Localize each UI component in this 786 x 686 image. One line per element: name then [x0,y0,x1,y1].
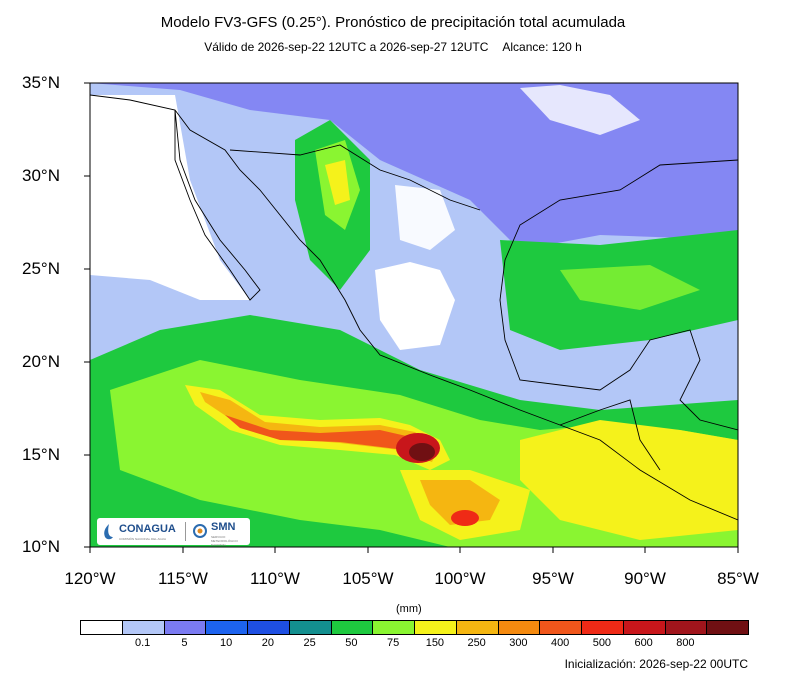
colorbar-swatch [539,620,582,635]
map-frame [89,82,739,548]
lon-label-85: 85°W [717,569,759,588]
colorbar-tick-label: 10 [220,637,233,649]
lat-label-30: 30°N [22,166,60,185]
colorbar-tick-label: 500 [592,637,612,649]
lon-label-115: 115°W [158,569,208,588]
colorbar-swatch [455,620,499,635]
precipitation-field [90,83,738,547]
lon-label-90: 90°W [624,569,666,588]
logo-divider [185,522,186,541]
baja-california [174,109,261,301]
colorbar-swatch [581,620,624,635]
colorbar-swatch [706,620,749,635]
logo-panel: CONAGUA COMISIÓN NACIONAL DEL AGUA SMN S… [97,518,250,547]
lat-label-25: 25°N [22,259,60,278]
lon-label-100: 100°W [434,569,486,588]
central-america-border [559,399,661,471]
colorbar-swatch [664,620,708,635]
field-yellow-central-america [520,420,738,540]
smn-logo-sub: SERVICIO METEOROLÓGICO NACIONAL [211,535,238,547]
colorbar-swatch [414,620,457,635]
colorbar-tick-label: 20 [261,637,274,649]
lat-label-20: 20°N [22,352,60,371]
colorbar-swatch [163,620,207,635]
lon-label-110: 110°W [250,569,300,588]
colorbar-swatch [80,620,123,635]
map-subtitle: Válido de 2026-sep-22 12UTC a 2026-sep-2… [0,40,786,54]
conagua-logo-icon [104,524,113,540]
colorbar-tick-label: 0.1 [134,637,151,649]
colorbar-tick-label: 75 [387,637,400,649]
colorbar-tick-label: 50 [345,637,358,649]
colorbar-tick-label: 25 [303,637,316,649]
colorbar-tick-label: 800 [676,637,695,649]
lon-label-120: 120°W [64,569,116,588]
lat-label-35: 35°N [22,73,60,92]
colorbar-swatch [330,620,374,635]
field-dry-texas [520,85,640,135]
colorbar-swatch [288,620,332,635]
field-red-offshore [451,510,479,526]
field-dry-north [395,185,455,250]
conagua-logo-text: CONAGUA [119,523,176,535]
field-dry-plateau [375,262,455,350]
field-lightgreen-gulf [560,265,700,310]
lon-label-105: 105°W [342,569,394,588]
gulf-coast [499,159,738,431]
initialization-text: Inicialización: 2026-sep-22 00UTC [564,657,748,671]
map-title: Modelo FV3-GFS (0.25°). Pronóstico de pr… [160,14,626,31]
colorbar-tick-label: 5 [181,637,188,649]
colorbar-tick-label: 600 [634,637,653,649]
field-dry-pacific [90,95,250,300]
field-orange-offshore [420,480,500,525]
smn-logo-text: SMN [211,521,236,533]
us-mexico-border [229,144,481,211]
axis-ticks [84,82,739,553]
lat-label-15: 15°N [22,445,60,464]
colorbar-swatch [372,620,415,635]
colorbar-tick-label: 150 [425,637,445,649]
conagua-logo-sub: COMISIÓN NACIONAL DEL AGUA [119,537,166,541]
lon-label-95: 95°W [532,569,574,588]
valid-period: Válido de 2026-sep-22 12UTC a 2026-sep-2… [204,40,489,54]
colorbar-swatch [622,620,666,635]
colorbar-tick-label: 300 [509,637,528,649]
field-red-swath [225,415,430,452]
colorbar-swatch [247,620,290,635]
colorbar-tick-label: 400 [550,637,570,649]
colorbar-units: (mm) [396,603,422,615]
smn-logo-icon [193,524,207,538]
field-maxima-core [409,443,435,461]
coastlines [90,94,738,521]
forecast-range: Alcance: 120 h [502,40,582,54]
lat-label-10: 10°N [22,537,60,556]
colorbar-swatch [121,620,165,635]
field-yellow-sierra [325,160,350,205]
colorbar-tick-label: 250 [467,637,486,649]
colorbar-swatch [497,620,541,635]
colorbar-swatch [205,620,248,635]
pacific-coast [90,94,738,521]
